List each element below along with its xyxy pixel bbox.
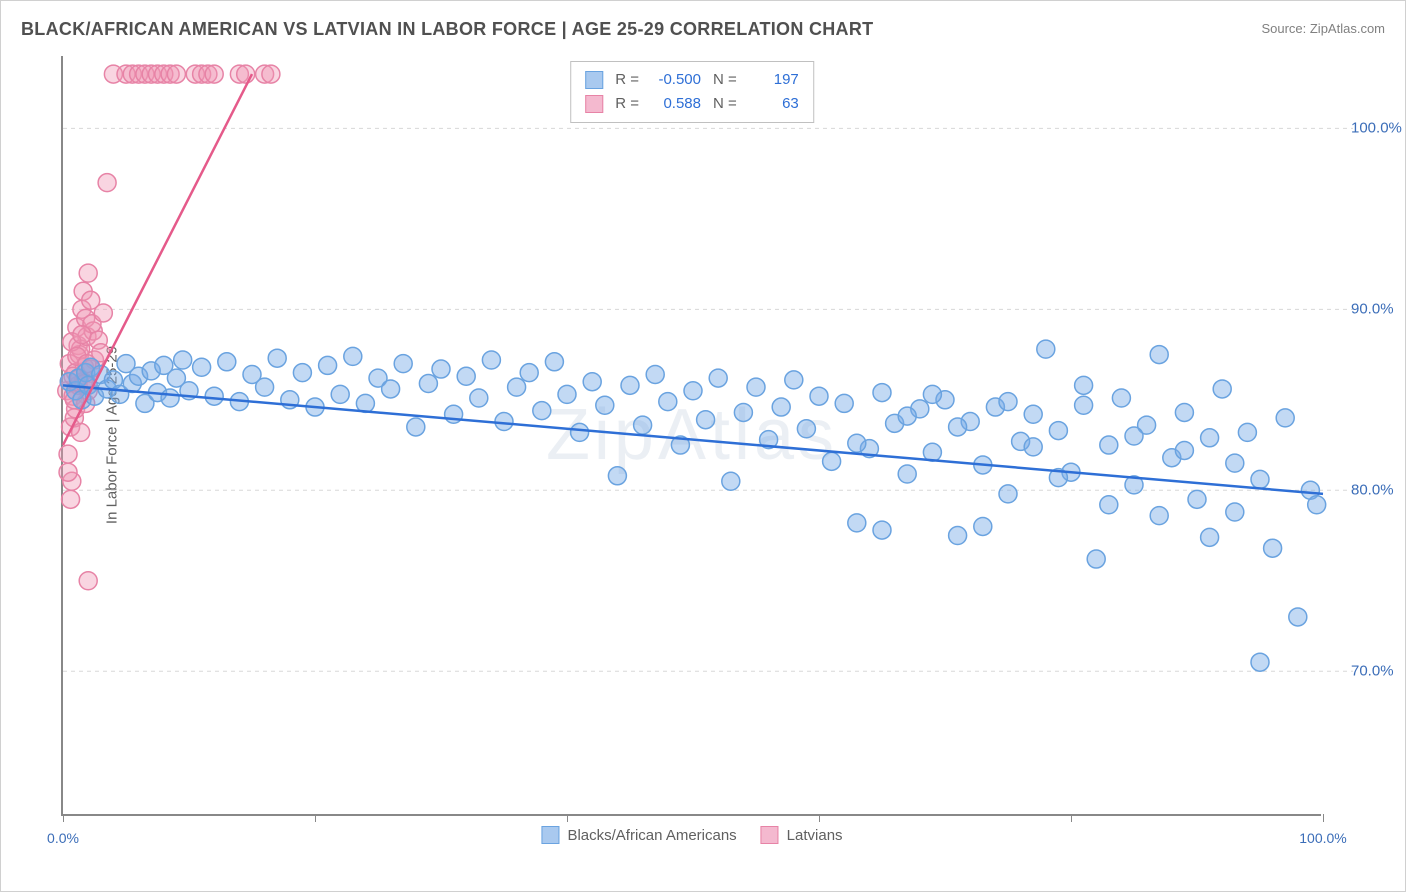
y-tick-label: 90.0%	[1351, 301, 1406, 318]
y-tick-label: 80.0%	[1351, 482, 1406, 499]
legend-item-0: Blacks/African Americans	[541, 826, 736, 844]
r-value-0: -0.500	[649, 68, 701, 92]
x-tick-label: 100.0%	[1299, 830, 1346, 846]
title-bar: BLACK/AFRICAN AMERICAN VS LATVIAN IN LAB…	[21, 19, 1385, 43]
r-label: R =	[615, 68, 639, 92]
series-name-0: Blacks/African Americans	[567, 827, 736, 844]
chart-title: BLACK/AFRICAN AMERICAN VS LATVIAN IN LAB…	[21, 19, 873, 39]
source-attribution: Source: ZipAtlas.com	[1261, 21, 1385, 36]
legend-stats: R = -0.500 N = 197 R = 0.588 N = 63	[570, 61, 814, 123]
swatch-pink	[585, 95, 603, 113]
legend-item-1: Latvians	[761, 826, 843, 844]
chart-container: BLACK/AFRICAN AMERICAN VS LATVIAN IN LAB…	[0, 0, 1406, 892]
plot-area: In Labor Force | Age 25-29 ZipAtlas 70.0…	[61, 56, 1321, 816]
y-tick-label: 100.0%	[1351, 120, 1406, 137]
legend-stats-row-1: R = 0.588 N = 63	[585, 92, 799, 116]
n-value-0: 197	[747, 68, 799, 92]
swatch-blue	[541, 826, 559, 844]
scatter-svg	[63, 56, 1321, 814]
r-label: R =	[615, 92, 639, 116]
n-label: N =	[713, 68, 737, 92]
n-label: N =	[713, 92, 737, 116]
legend-stats-row-0: R = -0.500 N = 197	[585, 68, 799, 92]
n-value-1: 63	[747, 92, 799, 116]
x-tick-label: 0.0%	[47, 830, 79, 846]
y-tick-label: 70.0%	[1351, 663, 1406, 680]
series-name-1: Latvians	[787, 827, 843, 844]
swatch-pink	[761, 826, 779, 844]
r-value-1: 0.588	[649, 92, 701, 116]
swatch-blue	[585, 71, 603, 89]
legend-series: Blacks/African Americans Latvians	[541, 826, 842, 844]
